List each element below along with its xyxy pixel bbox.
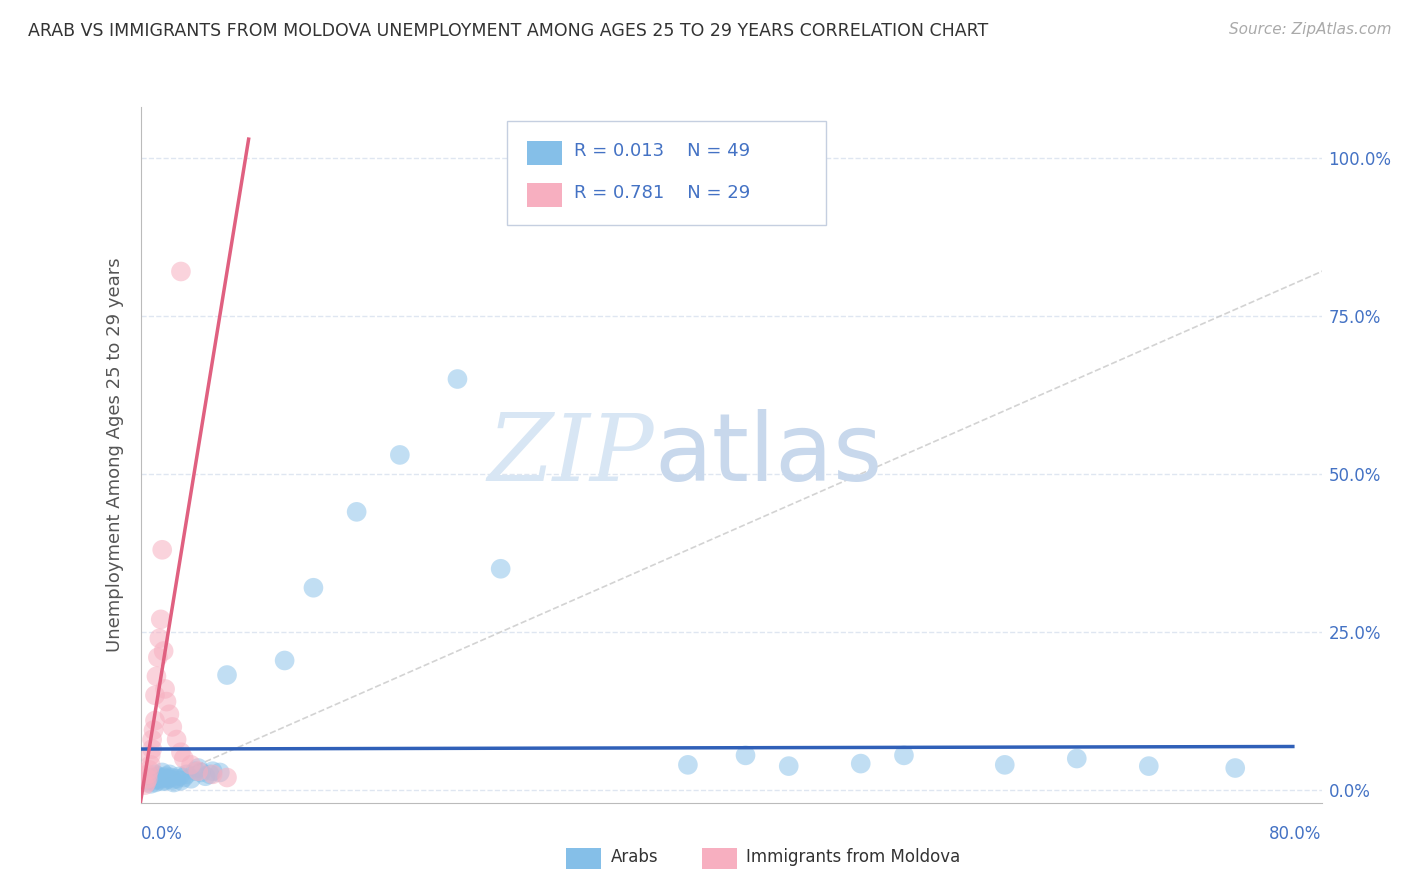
Point [148, 772, 170, 787]
Point [135, 775, 157, 789]
Point [1137, 759, 1160, 773]
Point [180, 757, 202, 772]
Text: 0.0%: 0.0% [141, 825, 183, 843]
Text: Arabs: Arabs [610, 848, 658, 866]
Y-axis label: Unemployment Among Ages 25 to 29 years: Unemployment Among Ages 25 to 29 years [105, 258, 124, 652]
Point [139, 748, 162, 763]
Text: Immigrants from Moldova: Immigrants from Moldova [747, 848, 960, 866]
Point [187, 761, 209, 775]
Point [208, 765, 231, 780]
Point [346, 505, 368, 519]
Point [141, 771, 163, 785]
Point [201, 764, 224, 779]
Point [215, 668, 238, 682]
Point [1225, 761, 1247, 775]
Point [142, 723, 165, 737]
Point [150, 765, 173, 780]
Point [152, 771, 174, 785]
Text: atlas: atlas [654, 409, 883, 501]
Point [676, 757, 699, 772]
Point [139, 777, 162, 791]
Bar [527, 141, 562, 165]
Point [156, 772, 179, 786]
Point [134, 778, 156, 792]
Point [170, 264, 193, 278]
Point [143, 775, 166, 789]
Point [173, 751, 195, 765]
Text: Source: ZipAtlas.com: Source: ZipAtlas.com [1229, 22, 1392, 37]
Point [136, 772, 159, 786]
Point [162, 772, 184, 787]
Point [215, 771, 238, 785]
Point [446, 372, 468, 386]
Point [176, 767, 198, 781]
Text: R = 0.013    N = 49: R = 0.013 N = 49 [574, 142, 751, 160]
Point [155, 695, 177, 709]
Text: R = 0.781    N = 29: R = 0.781 N = 29 [574, 184, 751, 202]
Bar [565, 848, 602, 869]
Point [145, 669, 167, 683]
Point [893, 748, 915, 763]
Point [139, 757, 162, 772]
Bar [702, 848, 737, 869]
Point [166, 732, 188, 747]
Point [149, 771, 172, 785]
Point [153, 773, 176, 788]
Point [173, 771, 195, 785]
FancyBboxPatch shape [506, 121, 825, 226]
Point [163, 775, 186, 789]
Point [157, 707, 180, 722]
Point [160, 771, 183, 785]
Point [149, 612, 172, 626]
Point [184, 764, 207, 779]
Text: ARAB VS IMMIGRANTS FROM MOLDOVA UNEMPLOYMENT AMONG AGES 25 TO 29 YEARS CORRELATI: ARAB VS IMMIGRANTS FROM MOLDOVA UNEMPLOY… [28, 22, 988, 40]
Point [170, 745, 193, 759]
Point [146, 769, 169, 783]
Point [141, 742, 163, 756]
Point [734, 748, 756, 763]
Point [155, 769, 177, 783]
Point [194, 769, 217, 783]
Point [162, 720, 184, 734]
Text: ZIP: ZIP [488, 410, 654, 500]
Bar [527, 183, 562, 207]
Point [141, 732, 163, 747]
Point [142, 773, 165, 788]
Point [166, 772, 188, 786]
Point [187, 764, 209, 779]
Point [145, 772, 167, 786]
Point [136, 767, 159, 781]
Point [143, 714, 166, 728]
Point [143, 767, 166, 781]
Point [778, 759, 800, 773]
Point [152, 644, 174, 658]
Point [146, 650, 169, 665]
Point [388, 448, 411, 462]
Point [136, 773, 159, 788]
Point [849, 756, 872, 771]
Point [1066, 751, 1088, 765]
Point [150, 774, 173, 789]
Point [273, 653, 295, 667]
Point [169, 769, 191, 783]
Point [153, 681, 176, 696]
Point [138, 763, 160, 777]
Text: 80.0%: 80.0% [1270, 825, 1322, 843]
Point [201, 767, 224, 781]
Point [143, 688, 166, 702]
Point [150, 542, 173, 557]
Point [157, 767, 180, 781]
Point [180, 772, 202, 786]
Point [170, 773, 193, 788]
Point [489, 562, 512, 576]
Point [148, 632, 170, 646]
Point [994, 757, 1017, 772]
Point [198, 767, 221, 781]
Point [190, 765, 212, 780]
Point [302, 581, 325, 595]
